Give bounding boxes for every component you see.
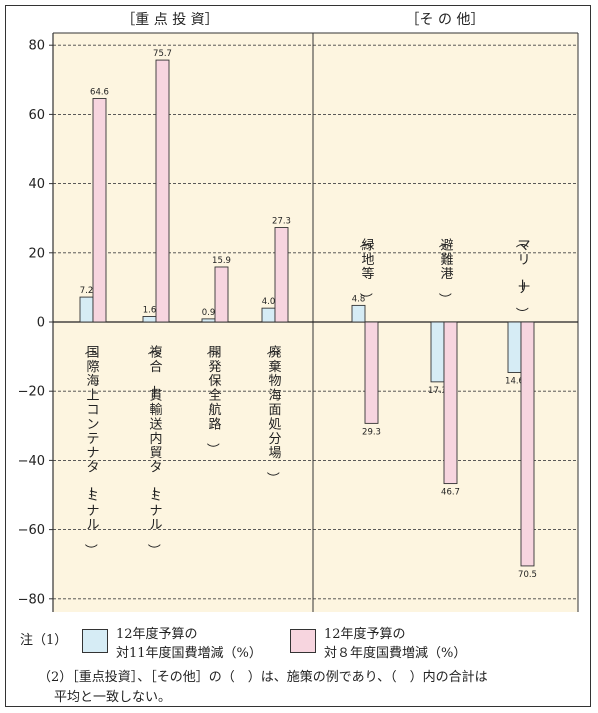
y-tick-label: −20 — [18, 385, 45, 400]
bar-series2 — [92, 98, 107, 323]
legend-label-series2-line1: 12年度予算の — [324, 627, 406, 642]
note-2-line1: （2）［重点投資］、［その他］の（ ）は、施策の例であり、（ ）内の合計は — [38, 670, 488, 685]
data-label: 27.3 — [272, 217, 291, 227]
data-label: 0.9 — [202, 308, 216, 318]
legend-swatch-series1 — [82, 629, 108, 653]
legend-label-series1-line1: 12年度予算の — [116, 627, 198, 642]
y-tick-label: −80 — [18, 592, 45, 607]
data-label: 4.8 — [352, 294, 366, 304]
bar-series1 — [351, 304, 366, 323]
data-label: 4.0 — [262, 297, 276, 307]
bar-series2 — [520, 321, 535, 567]
bar-series2 — [274, 227, 289, 323]
note-1-prefix: 注（1） — [20, 633, 68, 648]
y-tick-label: 0 — [37, 316, 45, 331]
bar-series2 — [364, 321, 379, 424]
data-label: 46.7 — [441, 488, 460, 498]
section-label: ［そ の 他］ — [406, 12, 485, 28]
bar-series1 — [430, 321, 445, 383]
section-label: ［重 点 投 資］ — [121, 12, 218, 28]
data-label: 29.3 — [362, 427, 381, 437]
category-label: （廃棄物海面処分場） — [264, 342, 281, 485]
bar-chart: 80 60 40 20 0 −20 −40 −60 −80 ［重 点 投 資］ ［そ の 他］ 7.2… — [18, 12, 579, 612]
bar-series2 — [214, 266, 229, 323]
category-label: （緑地等） — [357, 235, 374, 306]
y-tick-label: −60 — [18, 523, 45, 538]
y-tick-label: 20 — [28, 246, 45, 261]
data-label: 15.9 — [212, 256, 231, 266]
y-tick-label: 40 — [28, 177, 45, 192]
bar-series2 — [155, 59, 170, 323]
data-label: 7.2 — [80, 286, 94, 296]
data-label: 17.3 — [428, 386, 447, 396]
legend-label-series1-line2: 対11年度国費増減（%） — [116, 646, 262, 661]
data-label: 14.6 — [505, 377, 524, 387]
data-label: 75.7 — [153, 49, 172, 59]
legend-label-series2-line2: 対８年度国費増減（%） — [324, 646, 467, 661]
bar-series1 — [201, 318, 216, 323]
category-label: （避難港） — [436, 235, 453, 306]
data-label: 70.5 — [518, 570, 537, 580]
note-2-line2: 平均と一致しない。 — [54, 690, 172, 705]
data-label: 64.6 — [90, 87, 109, 97]
category-label: （国際海上コンテナターミナル） — [82, 342, 99, 557]
category-label: （マリーナ） — [513, 235, 530, 320]
category-label: （複合一貫輸送内貿ターミナル） — [145, 342, 162, 557]
y-tick-label: 60 — [28, 108, 45, 123]
bar-series1 — [507, 321, 522, 373]
bar-series2 — [443, 321, 458, 485]
bar-series1 — [261, 307, 276, 323]
y-tick-label: −40 — [18, 454, 45, 469]
bar-series1 — [142, 316, 157, 323]
data-label: 1.6 — [143, 305, 157, 315]
figure-frame — [5, 5, 591, 707]
bar-series1 — [79, 296, 94, 323]
category-label: （開発保全航路） — [204, 342, 221, 456]
legend-swatch-series2 — [290, 629, 316, 653]
y-tick-label: 80 — [28, 39, 45, 54]
